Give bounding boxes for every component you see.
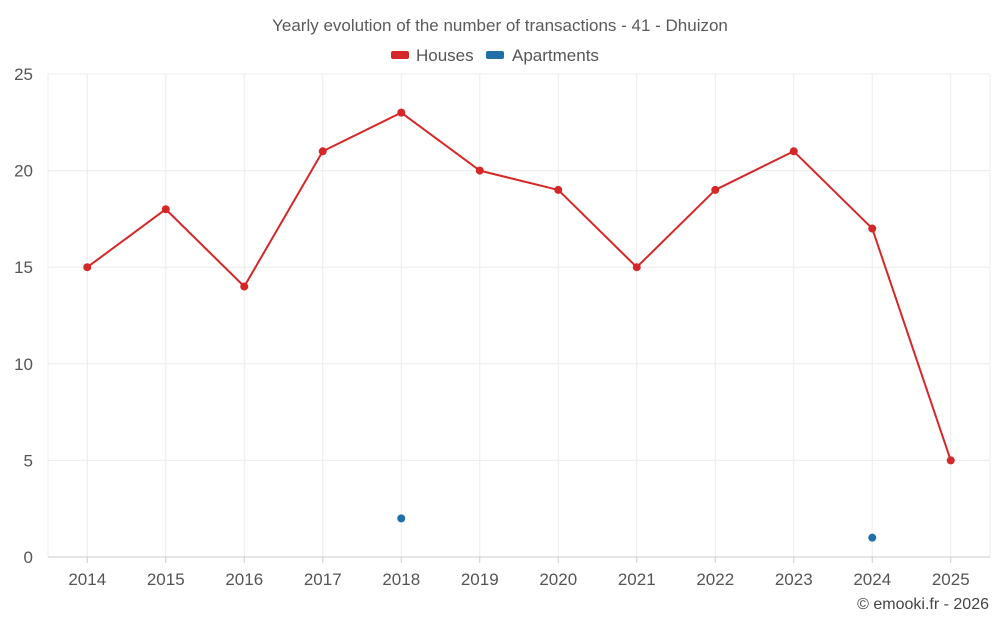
x-tick-label: 2023 bbox=[775, 570, 813, 589]
data-point-houses[interactable] bbox=[240, 282, 249, 291]
grid bbox=[47, 73, 991, 557]
x-tick-label: 2024 bbox=[853, 570, 891, 589]
y-tick-label: 25 bbox=[14, 65, 33, 84]
series-line-houses bbox=[86, 111, 952, 461]
x-tick-label: 2014 bbox=[68, 570, 106, 589]
data-point-houses[interactable] bbox=[318, 147, 327, 156]
x-tick-label: 2022 bbox=[696, 570, 734, 589]
legend-swatch-houses bbox=[391, 51, 409, 59]
legend: Houses Apartments bbox=[391, 46, 599, 65]
data-point-houses[interactable] bbox=[632, 263, 641, 272]
x-tick-label: 2025 bbox=[932, 570, 970, 589]
data-point-houses[interactable] bbox=[83, 263, 92, 272]
x-tick-label: 2019 bbox=[461, 570, 499, 589]
data-point-houses[interactable] bbox=[161, 205, 170, 214]
data-point-apartments[interactable] bbox=[868, 533, 877, 542]
y-tick-label: 20 bbox=[14, 162, 33, 181]
credit-text: © emooki.fr - 2026 bbox=[857, 596, 989, 613]
data-point-houses[interactable] bbox=[554, 185, 563, 194]
chart-title: Yearly evolution of the number of transa… bbox=[272, 16, 728, 35]
legend-label-apartments: Apartments bbox=[512, 46, 599, 65]
data-point-houses[interactable] bbox=[946, 456, 955, 465]
legend-swatch-apartments bbox=[486, 51, 504, 59]
legend-item-apartments[interactable]: Apartments bbox=[486, 46, 599, 65]
series bbox=[83, 108, 955, 542]
data-point-houses[interactable] bbox=[789, 147, 798, 156]
y-tick-label: 0 bbox=[24, 548, 33, 567]
x-tick-label: 2016 bbox=[225, 570, 263, 589]
legend-item-houses[interactable]: Houses bbox=[391, 46, 474, 65]
x-tick-label: 2017 bbox=[304, 570, 342, 589]
data-point-houses[interactable] bbox=[868, 224, 877, 233]
data-point-houses[interactable] bbox=[397, 108, 406, 117]
y-tick-label: 10 bbox=[14, 355, 33, 374]
y-tick-label: 15 bbox=[14, 258, 33, 277]
data-point-apartments[interactable] bbox=[397, 514, 406, 523]
x-tick-label: 2015 bbox=[147, 570, 185, 589]
x-tick-label: 2021 bbox=[618, 570, 656, 589]
data-point-houses[interactable] bbox=[475, 166, 484, 175]
y-tick-label: 5 bbox=[24, 451, 33, 470]
x-tick-label: 2020 bbox=[539, 570, 577, 589]
legend-label-houses: Houses bbox=[416, 46, 474, 65]
data-point-houses[interactable] bbox=[711, 185, 720, 194]
x-tick-label: 2018 bbox=[382, 570, 420, 589]
